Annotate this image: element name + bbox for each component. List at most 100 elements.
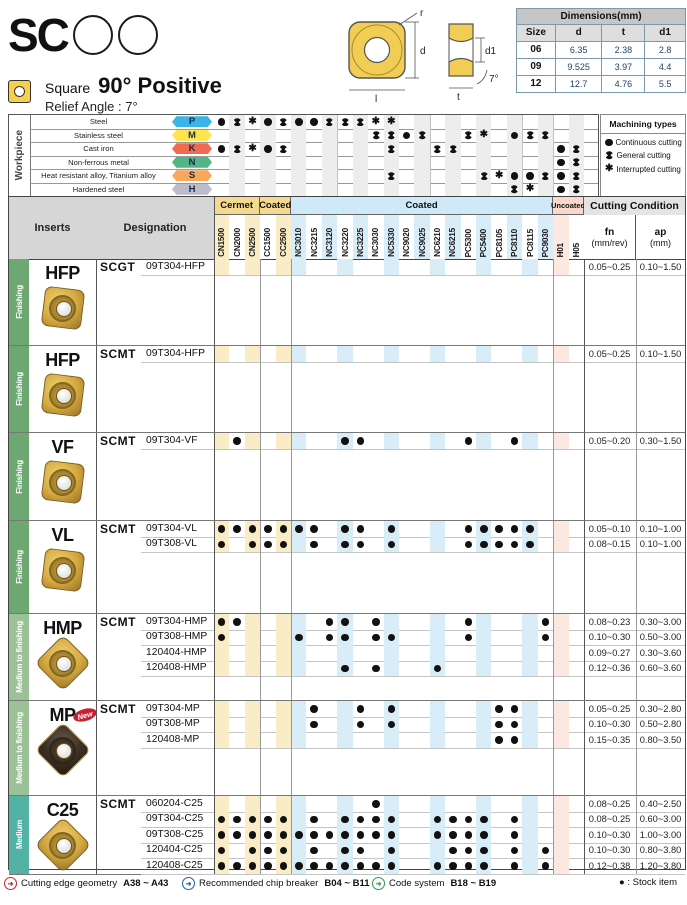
grade-cell [461,843,476,859]
grade-cell [307,732,322,748]
grade-cell [244,660,261,676]
stock-dot [264,525,272,533]
dimensions-cell: 3.97 [602,59,646,75]
grade-cell [368,521,383,537]
grade-cell [507,812,522,828]
grade-name: CN2000 [232,228,242,257]
insert-block: Medium to finishing MP New SCMT 09T304-MP 0.0… [9,701,685,796]
grade-cell [260,717,275,733]
dimensions-cell: 12.7 [556,76,603,92]
grade-cell [260,843,275,859]
grade-cell [569,732,584,748]
designation-row: 120408-MP 0.15~0.35 0.80~3.50 [141,732,685,749]
mark-cell [553,183,568,197]
fn-value: 0.10~0.30 [588,719,631,730]
grade-cell [461,645,476,661]
mark-cell [352,115,369,129]
grade-cell [214,811,230,827]
grade-cell [507,614,522,630]
fn-value: 0.08~0.25 [588,814,631,825]
general-cutting-mark [387,171,396,180]
mark-cell [492,156,507,170]
material-marks [214,155,584,170]
column-divider [291,259,293,345]
grade-cell [368,732,383,748]
grade-cell [368,858,383,874]
dimensions-row: 06 6.35 2.38 2.8 [517,42,685,59]
grade-cell [275,346,292,362]
grade-cell [353,812,368,828]
grade-column-label: NC9020 [399,215,414,259]
mark-cell [352,182,369,196]
grade-cell [476,811,492,827]
grade-cell [492,661,507,677]
stock-dot [372,815,380,823]
designation-row: 060204-C25 0.08~0.25 0.40~2.50 [141,796,685,813]
mark-cell [307,156,322,170]
grade-cell [476,645,492,661]
insert-hole [55,475,72,491]
grade-cell [307,796,322,812]
relief-angle: Relief Angle : 7° [45,99,138,115]
grade-group-header: Cermet [214,197,261,215]
workpiece-row: Steel P ✱ ✱ ✱ [30,115,598,130]
mark-cell [553,142,568,156]
grade-cell [569,812,584,828]
footer-reference-pages: B18 ~ B19 [450,878,497,889]
stock-dot [541,862,550,870]
mark-cell [445,169,461,183]
grade-cell [507,346,522,362]
mark-cell [537,142,555,156]
grade-cell [368,645,383,661]
mark-cell [461,128,478,142]
grade-cell [322,661,337,677]
grade-cell [244,811,261,827]
stock-dot [264,540,272,548]
insert-block: Finishing HFP SCMT 09T304-HFP 0.05~0.25 0.10~… [9,346,685,433]
grade-cell [429,536,446,552]
interrupted-cutting-mark: ✱ [371,115,381,127]
designation-suffix: 120404-C25 [146,844,203,855]
grade-cell [383,811,399,827]
mark-cell [383,169,399,183]
grade-cell [445,812,460,828]
mark-cell [492,142,507,156]
grade-cell [229,521,244,537]
material-code: S [172,170,212,182]
mark-cell [568,155,584,169]
stock-dot [480,540,488,548]
column-divider [584,346,585,432]
mark-cell [383,128,399,142]
grade-cell [244,732,261,748]
designation-suffix: 060204-C25 [146,797,203,809]
stock-dot [325,633,334,641]
mark-cell [276,169,293,183]
cutting-condition-header: Cutting Condition [584,197,685,216]
column-divider [96,796,97,874]
insert-photo-cell: VL [29,521,96,613]
stock-dot [433,862,442,870]
grade-cell [353,661,368,677]
mark-cell [553,115,568,129]
grade-cell [476,629,492,645]
mark-cell [245,128,262,142]
column-divider [584,614,585,700]
grade-cell [307,614,322,630]
grade-cell [399,661,414,677]
legend-item: General cutting [601,147,685,160]
mark-cell: ✱ [383,115,399,129]
grade-cell [368,259,383,275]
grade-cell [538,796,553,812]
stock-dot [510,846,519,854]
grade-cell [492,537,507,553]
table-header: Inserts Designation Cermet Coated Coated Un… [9,197,685,260]
workpiece-row: Hardened steel H ✱ [30,182,598,197]
grade-cell [307,259,322,275]
grade-name: NC3120 [325,228,335,257]
stock-dot [279,846,288,854]
designation-row: 120404-C25 0.10~0.30 0.80~3.80 [141,842,685,859]
grade-cell [399,827,414,843]
grade-cell [214,536,230,552]
stock-dot [510,831,519,839]
grade-name: NC3225 [355,228,365,257]
